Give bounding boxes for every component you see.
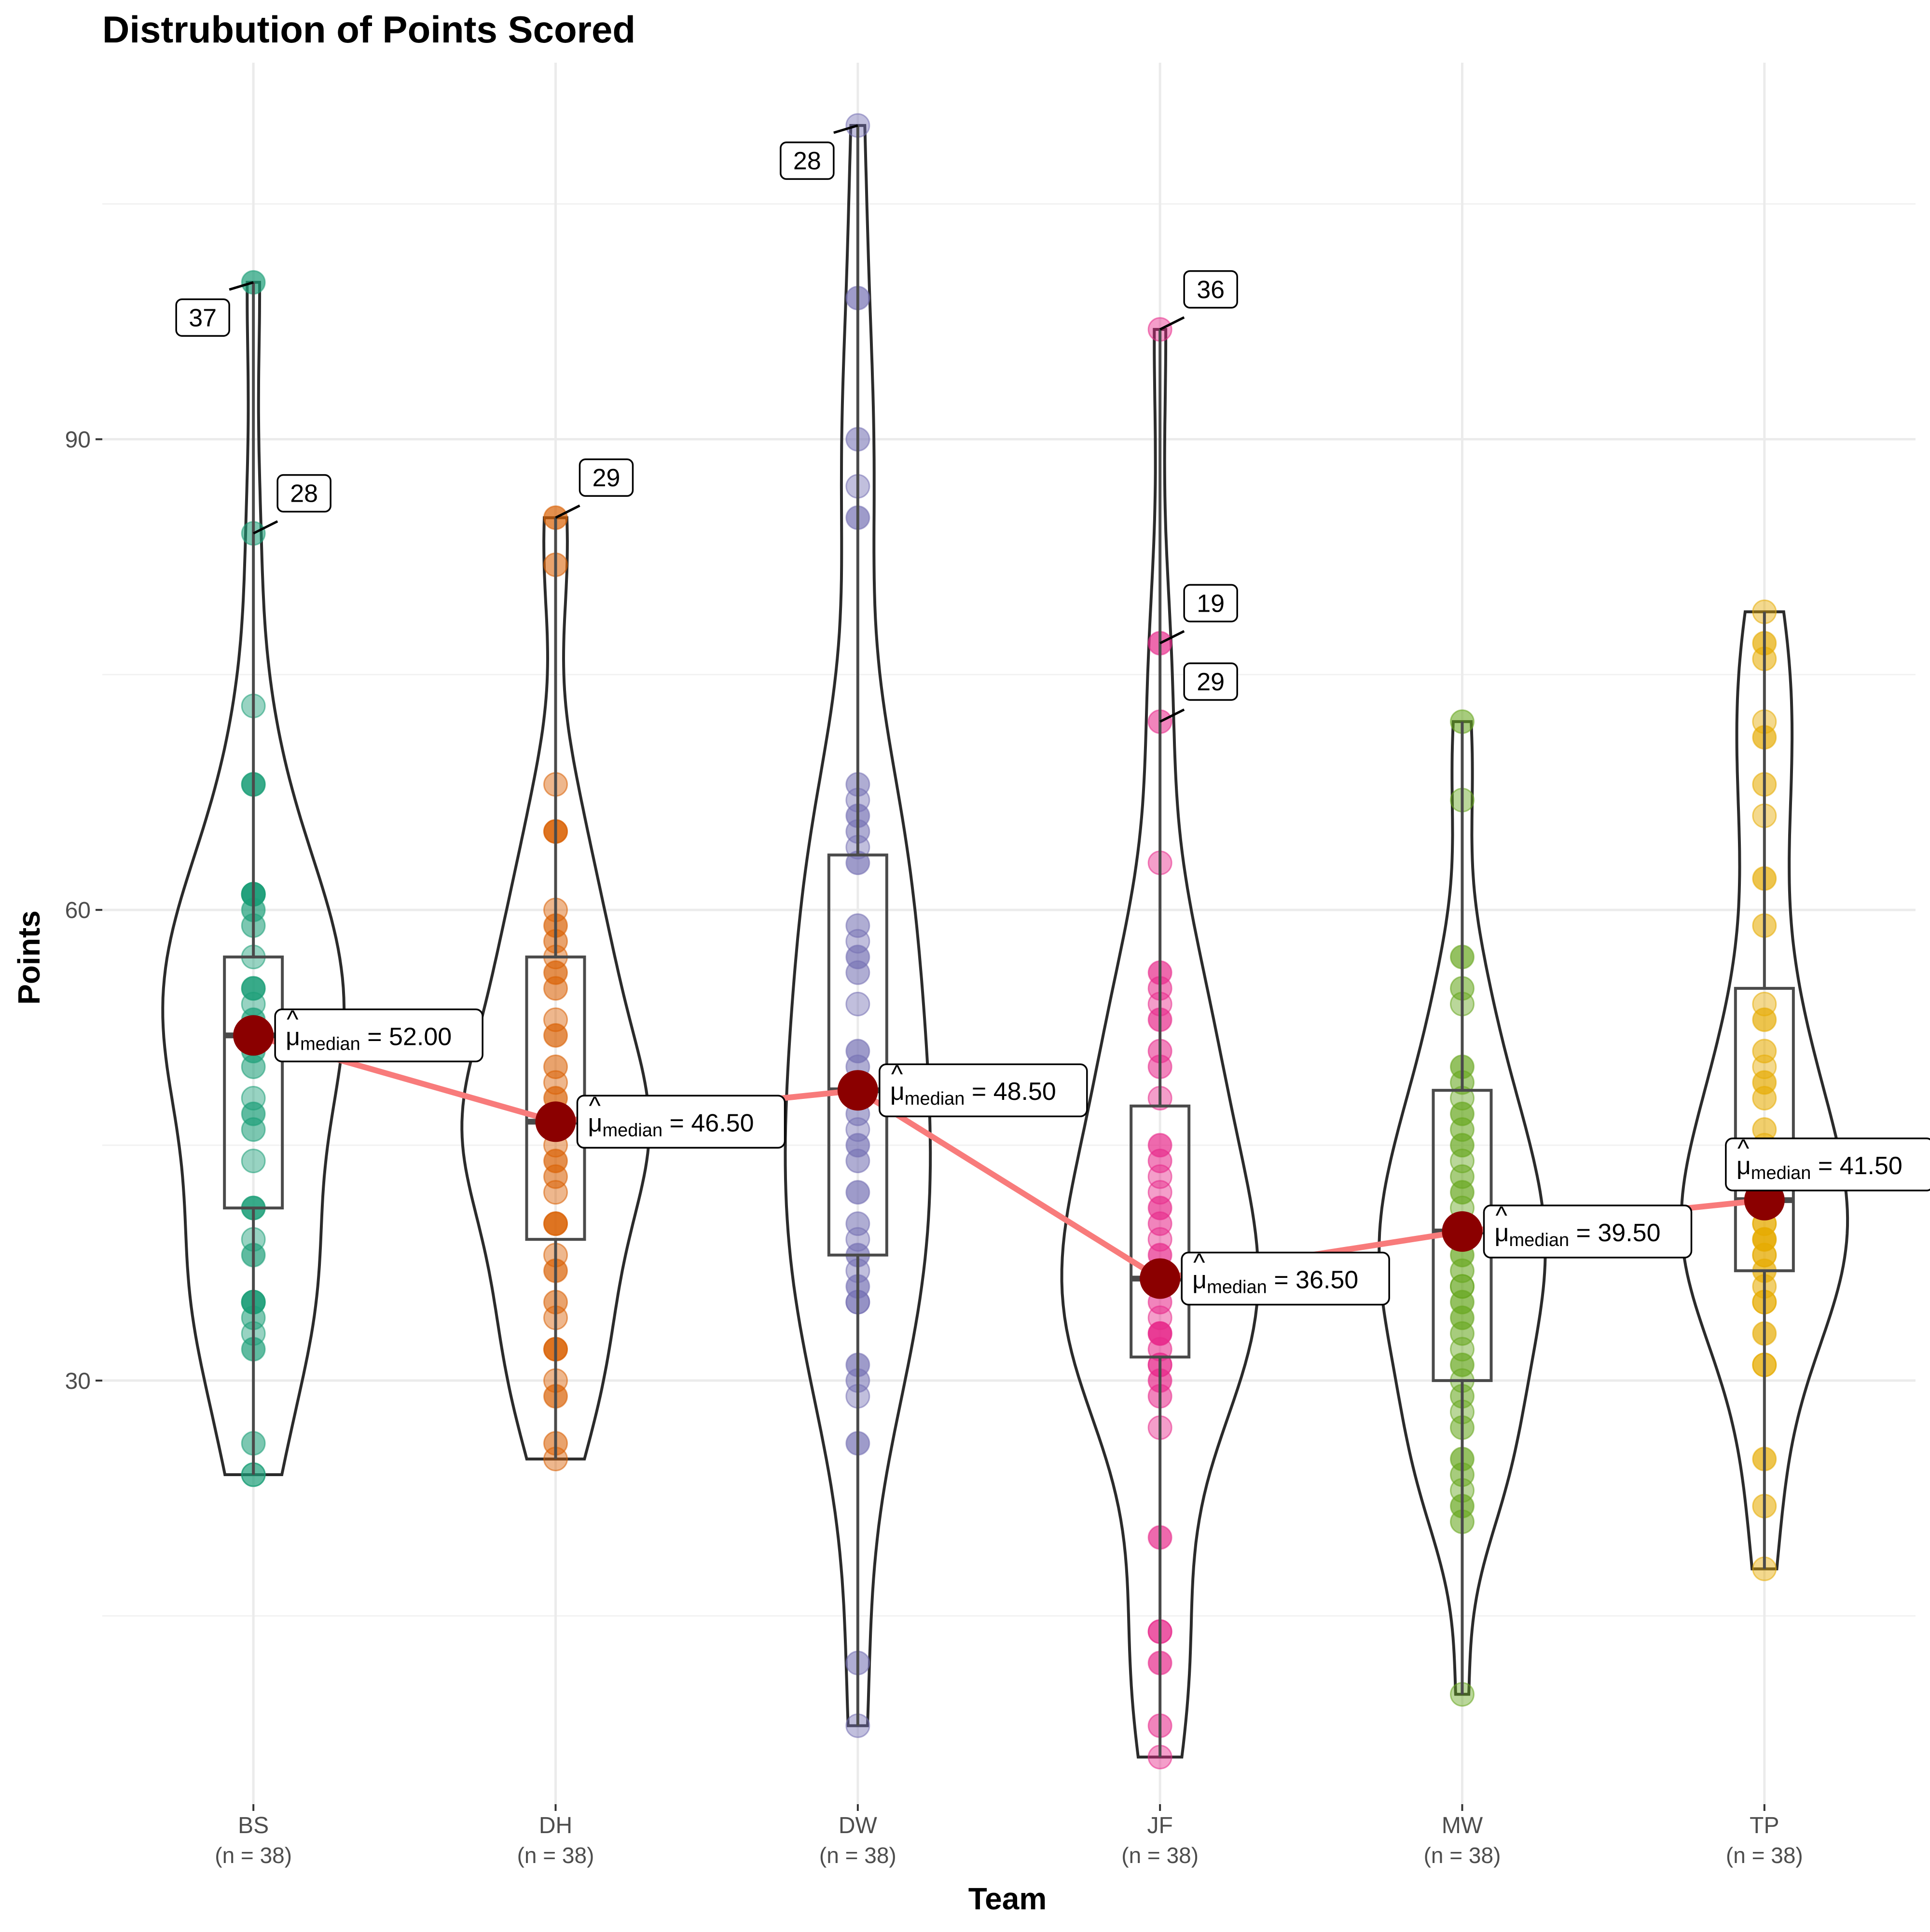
median-label-box (576, 1095, 786, 1149)
data-point (543, 1211, 568, 1236)
data-point (845, 991, 870, 1016)
median-label-box (1181, 1251, 1390, 1306)
median-label-hat: ^ (1496, 1202, 1508, 1230)
y-tick-label: 90 (65, 427, 91, 453)
x-axis-title: Team (968, 1881, 1047, 1916)
data-point (1450, 1164, 1475, 1189)
data-point (1752, 1039, 1777, 1064)
outlier-label: 29 (1197, 668, 1225, 696)
data-point (845, 1180, 870, 1205)
x-tick-n-label: (n = 38) (1121, 1843, 1199, 1868)
box-layer (223, 125, 1795, 1757)
y-tick-label: 60 (65, 898, 91, 923)
outlier-label-box (276, 474, 331, 513)
x-tick-label: TP (1750, 1813, 1779, 1838)
outlier-leader (555, 504, 580, 519)
x-tick-n-label: (n = 38) (517, 1843, 594, 1868)
outlier-label: 28 (793, 147, 821, 175)
data-point (1752, 991, 1777, 1016)
median-point (1140, 1258, 1181, 1299)
median-label-hat: ^ (891, 1060, 903, 1088)
outlier-label-box (1183, 662, 1238, 701)
data-point (1147, 1180, 1172, 1205)
outlier-label-box (1183, 584, 1238, 623)
median-label: μmedian = 46.50 (588, 1109, 754, 1140)
violin-DW (784, 124, 932, 1727)
outlier-leader (229, 281, 254, 291)
data-point (241, 1085, 266, 1110)
y-tick-label: 30 (65, 1369, 91, 1394)
outlier-label-box (1183, 270, 1238, 309)
median-label-hat: ^ (589, 1092, 601, 1120)
outlier-label-box (175, 298, 230, 337)
data-point (1450, 1274, 1475, 1299)
x-tick-label: DW (839, 1813, 878, 1838)
outlier-leader (253, 520, 278, 534)
outlier-label: 19 (1197, 589, 1225, 617)
outlier-label: 28 (290, 480, 318, 508)
x-tick-n-label: (n = 38) (215, 1843, 292, 1868)
median-label-box (1725, 1137, 1930, 1192)
data-point (241, 976, 266, 1001)
axis-layer: 30 60 90 BS (n = 38) DH (n = 38) DW (n = 38) JF (n… (65, 427, 1803, 1868)
data-point (845, 1211, 870, 1236)
outlier-leader (833, 124, 858, 134)
median-point (1442, 1211, 1483, 1252)
x-tick-label: DH (539, 1813, 572, 1838)
chart-title: Distrubution of Points Scored (102, 8, 635, 51)
x-tick-label: BS (238, 1813, 269, 1838)
data-point (845, 913, 870, 938)
median-point (233, 1015, 274, 1056)
median-label: μmedian = 39.50 (1495, 1219, 1661, 1250)
median-label-box (274, 1008, 483, 1063)
outlier-label-box (579, 458, 634, 497)
data-point (1147, 1133, 1172, 1158)
data-point (543, 1054, 568, 1079)
outlier-label: 36 (1197, 276, 1225, 304)
data-point (1752, 1227, 1777, 1252)
data-point (845, 1039, 870, 1064)
x-tick-n-label: (n = 38) (1424, 1843, 1501, 1868)
outlier-leader (1159, 630, 1185, 644)
violin-layer (161, 124, 1849, 1759)
data-point (543, 1007, 568, 1032)
median-label: μmedian = 52.00 (286, 1023, 452, 1054)
y-axis-title: Points (12, 910, 46, 1005)
grid-layer (102, 63, 1916, 1804)
median-label-box (879, 1063, 1088, 1117)
median-label-hat: ^ (1193, 1248, 1205, 1276)
x-tick-n-label: (n = 38) (819, 1843, 896, 1868)
x-tick-label: MW (1442, 1813, 1483, 1838)
x-tick-n-label: (n = 38) (1726, 1843, 1803, 1868)
outlier-leader (1159, 316, 1185, 331)
median-label-hat: ^ (1737, 1135, 1750, 1163)
median-label-hat: ^ (287, 1005, 299, 1033)
median-label: μmedian = 36.50 (1192, 1266, 1358, 1297)
data-point (1147, 1321, 1172, 1346)
outlier-label: 37 (189, 304, 217, 332)
outlier-label: 29 (593, 464, 620, 492)
data-point (1450, 1133, 1475, 1158)
points-layer (241, 113, 1777, 1769)
median-point (837, 1070, 878, 1111)
outlier-label-box (780, 141, 835, 180)
outlier-leader (1159, 708, 1185, 723)
x-tick-label: JF (1147, 1813, 1173, 1838)
median-label: μmedian = 41.50 (1737, 1152, 1902, 1183)
data-point (241, 1149, 266, 1174)
median-point (535, 1101, 576, 1142)
median-label-box (1483, 1205, 1693, 1259)
median-label: μmedian = 48.50 (890, 1078, 1056, 1109)
